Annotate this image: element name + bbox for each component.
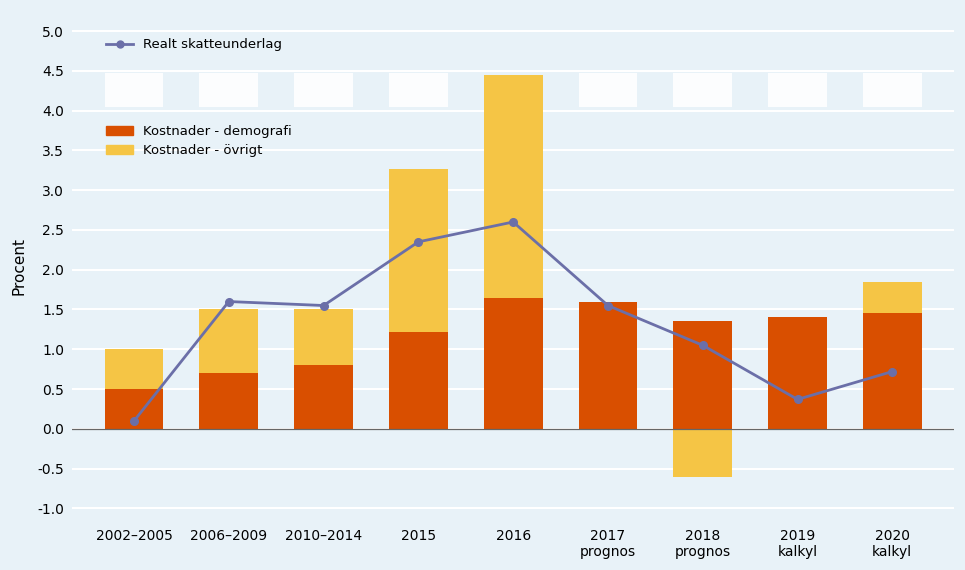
Bar (104, 389, 163, 429)
Bar (863, 282, 922, 314)
Bar (389, 332, 448, 429)
Legend: Kostnader - demografi, Kostnader - övrigt: Kostnader - demografi, Kostnader - övrig… (101, 120, 297, 162)
Bar (863, 314, 922, 429)
FancyBboxPatch shape (768, 73, 827, 107)
FancyBboxPatch shape (674, 73, 732, 107)
Bar (294, 365, 353, 429)
FancyBboxPatch shape (863, 73, 922, 107)
FancyBboxPatch shape (200, 73, 259, 107)
Bar (104, 349, 163, 389)
Bar (579, 302, 637, 429)
Bar (674, 321, 732, 429)
FancyBboxPatch shape (389, 73, 448, 107)
FancyBboxPatch shape (579, 73, 637, 107)
Bar (483, 75, 542, 298)
Bar (294, 310, 353, 365)
Bar (768, 317, 827, 429)
Bar (200, 373, 259, 429)
Bar (389, 169, 448, 332)
FancyBboxPatch shape (104, 73, 163, 107)
Bar (674, 429, 732, 477)
Bar (483, 298, 542, 429)
Bar (200, 310, 259, 373)
Y-axis label: Procent: Procent (12, 237, 26, 295)
FancyBboxPatch shape (294, 73, 353, 107)
